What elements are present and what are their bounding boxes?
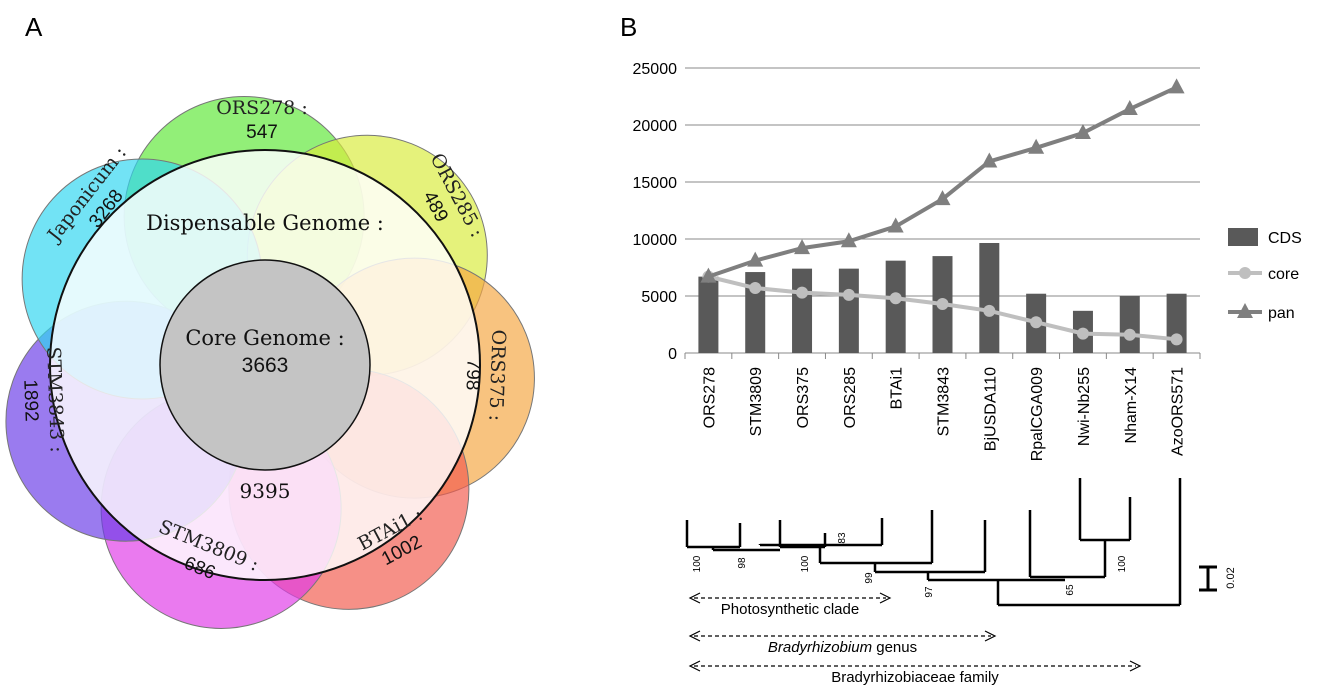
point-core: [749, 282, 762, 295]
clade-label: Bradyrhizobium genus: [768, 639, 917, 656]
legend-marker: [1239, 267, 1251, 279]
bootstrap-label: 99: [864, 572, 875, 584]
x-tick-label: BTAi1: [889, 367, 906, 409]
point-core: [842, 288, 855, 301]
point-pan: [700, 267, 717, 283]
petal-name: ORS278 :: [216, 97, 308, 119]
clade-arrow-head: [984, 630, 997, 642]
bar-cds: [838, 268, 859, 353]
petal-count: 547: [246, 122, 278, 143]
bootstrap-label: 100: [800, 555, 811, 572]
point-pan: [1168, 78, 1185, 94]
clade-label: Photosynthetic clade: [721, 601, 859, 618]
point-pan: [934, 190, 951, 206]
point-core: [983, 304, 996, 317]
point-pan: [1121, 100, 1138, 116]
bar-cds: [792, 268, 813, 353]
point-core: [1123, 328, 1136, 341]
point-pan: [747, 251, 764, 267]
core-count: 3663: [242, 354, 289, 377]
point-pan: [840, 232, 857, 248]
bar-cds: [745, 272, 766, 353]
y-tick-label: 25000: [633, 61, 678, 78]
legend-swatch-cds: [1228, 228, 1258, 246]
x-tick-label: RpalCGA009: [1029, 367, 1046, 461]
phylogenetic-tree: 100 98 100 83 99 97 65 100 0.02 Photosynthetic cl…: [685, 478, 1237, 686]
point-pan: [1028, 138, 1045, 154]
y-tick-label: 5000: [641, 289, 677, 306]
clade-label-text: genus: [872, 639, 917, 656]
petal-label-group: ORS375 :798: [461, 329, 509, 421]
petal-count: 1892: [19, 379, 41, 422]
core-circle: [159, 259, 371, 471]
petal-name: STM3843 :: [42, 346, 68, 453]
x-tick-label: Nwi-Nb255: [1076, 367, 1093, 446]
petal-count: 798: [461, 358, 483, 390]
bootstrap-label: 98: [737, 557, 748, 569]
clade-arrow-head: [688, 592, 701, 604]
scale-label: 0.02: [1225, 567, 1237, 588]
panel-label-b: B: [620, 12, 638, 42]
clade-arrow-head: [1129, 660, 1142, 672]
petal-label-group: ORS278 : 547: [216, 97, 308, 143]
petal-label-group: STM3843 :1892: [19, 346, 68, 453]
bootstrap-label: 100: [692, 555, 703, 572]
point-core: [936, 297, 949, 310]
y-tick-label: 10000: [633, 232, 678, 249]
line-bar-chart: 0 5000 10000 15000 20000 25000 ORS278 STM3809 OR…: [633, 61, 1302, 461]
clade-label: Bradyrhizobiaceae family: [831, 669, 999, 686]
x-tick-label: AzoORS571: [1170, 367, 1187, 456]
bootstrap-label: 97: [924, 586, 935, 598]
x-tick-label: STM3843: [936, 367, 953, 436]
point-pan: [794, 239, 811, 255]
dispensable-count: 9395: [240, 479, 291, 503]
x-tick-label: STM3809: [748, 367, 765, 436]
y-tick-label: 15000: [633, 175, 678, 192]
point-core: [796, 286, 809, 299]
point-core: [889, 292, 902, 305]
bootstrap-label: 100: [1117, 555, 1128, 572]
point-pan: [981, 152, 998, 168]
bar-cds: [979, 242, 1000, 353]
dispensable-label: Dispensable Genome :: [146, 211, 384, 235]
bar-cds: [1119, 296, 1140, 353]
point-pan: [887, 217, 904, 233]
legend-marker: [1237, 303, 1253, 318]
clade-arrow-head: [879, 592, 892, 604]
legend-label-pan: pan: [1268, 305, 1295, 322]
bootstrap-label: 83: [837, 532, 848, 544]
bar-cds: [885, 260, 906, 353]
x-tick-label: ORS285: [842, 367, 859, 428]
y-tick-label: 20000: [633, 118, 678, 135]
legend-label-core: core: [1268, 266, 1299, 283]
core-label: Core Genome :: [185, 326, 344, 350]
panel-label-a: A: [25, 12, 43, 42]
x-tick-label: Nham-X14: [1123, 367, 1140, 444]
clade-label-text: Bradyrhizobiaceae family: [831, 669, 999, 686]
clade-arrow-head: [688, 660, 701, 672]
bar-cds: [698, 276, 719, 353]
petal-name: ORS375 :: [484, 329, 509, 421]
clade-arrow-head: [688, 630, 701, 642]
clade-label-italic: Bradyrhizobium: [768, 639, 872, 656]
point-core: [1076, 327, 1089, 340]
point-core: [1170, 333, 1183, 346]
x-tick-label: ORS375: [795, 367, 812, 428]
legend-label-CDS: CDS: [1268, 230, 1302, 247]
x-tick-label: BjUSDA110: [982, 367, 999, 451]
clade-label-text: Photosynthetic clade: [721, 601, 859, 618]
bootstrap-label: 65: [1065, 584, 1076, 596]
point-pan: [1074, 123, 1091, 139]
x-tick-label: ORS278: [701, 367, 718, 428]
point-core: [1030, 316, 1043, 329]
y-tick-label: 0: [668, 346, 677, 363]
